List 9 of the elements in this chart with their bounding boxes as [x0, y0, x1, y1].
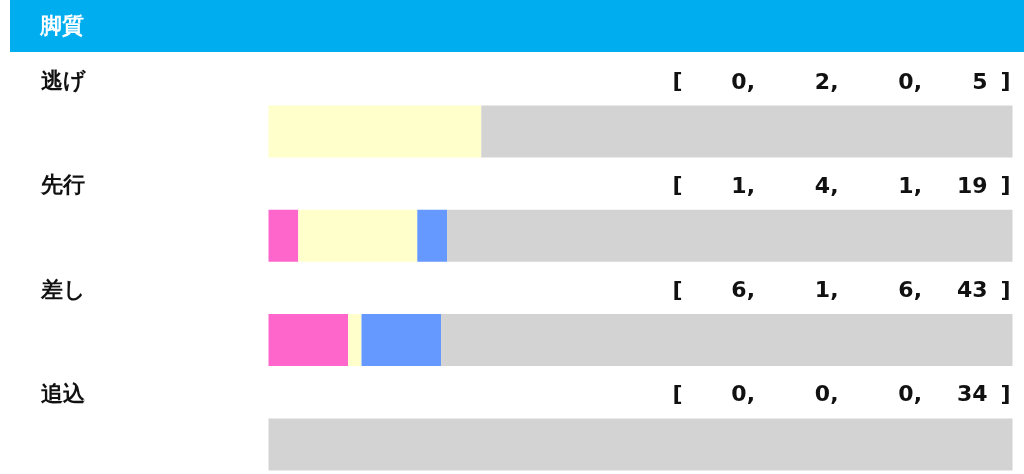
y-tick-label: 先行: [39, 172, 85, 198]
text: [ 0, 2, 0, 5 ]: [672, 68, 1011, 94]
y-tick-label: 差し: [39, 276, 86, 302]
text: [ 1, 4, 1, 19 ]: [672, 172, 1011, 198]
text: 脚質: [40, 12, 84, 40]
text: [ 6, 1, 6, 43 ]: [672, 276, 1011, 303]
y-tick-label: 逃げ: [40, 68, 86, 93]
text: [ 0, 0, 0, 34 ]: [672, 380, 1011, 407]
y-tick-label: 追込: [40, 380, 86, 406]
